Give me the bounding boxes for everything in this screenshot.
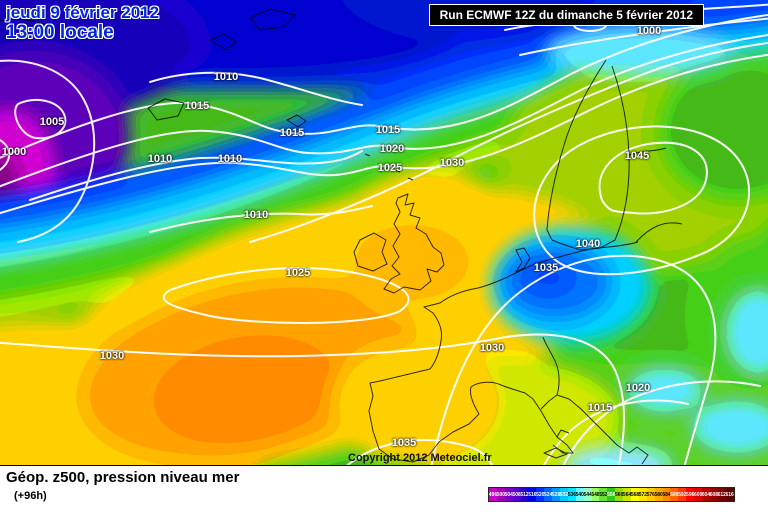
legend-cell: 556 <box>607 488 616 501</box>
legend-cell: 588 <box>670 488 679 501</box>
legend-cell: 564 <box>623 488 632 501</box>
legend-cell: 504 <box>504 488 513 501</box>
forecast-date-block: jeudi 9 février 2012 13:00 locale <box>6 3 159 43</box>
legend-cell: 560 <box>615 488 624 501</box>
legend-cell: 496 <box>489 488 497 501</box>
map-canvas <box>0 0 768 465</box>
legend-scale: 496 500 504 508 512 516 520 524 528 532 536 540 544 5… <box>488 487 735 502</box>
legend-cell: 528 <box>552 488 561 501</box>
legend-cell: 520 <box>536 488 545 501</box>
weather-map[interactable]: 1005 1000 1010 1015 1015 1010 1010 1010 1015 1020… <box>0 0 768 465</box>
legend-cell: 540 <box>575 488 584 501</box>
legend-cell: 568 <box>631 488 639 501</box>
legend-cell: 552 <box>599 488 608 501</box>
coastlines <box>0 8 683 465</box>
map-title: Géop. z500, pression niveau mer <box>6 469 240 486</box>
legend-cell: 536 <box>567 488 576 501</box>
legend-cell: 576 <box>646 488 655 501</box>
legend-cell: 612 <box>717 488 726 501</box>
legend-cell: 592 <box>678 488 687 501</box>
forecast-date: jeudi 9 février 2012 <box>6 3 160 22</box>
legend-cell: 616 <box>725 488 734 501</box>
copyright-text: Copyright 2012 Meteociel.fr <box>348 452 492 464</box>
legend-cell: 512 <box>520 488 529 501</box>
legend-cell: 508 <box>512 488 521 501</box>
legend-cell: 580 <box>654 488 663 501</box>
legend-cell: 524 <box>544 488 553 501</box>
forecast-local-time: 13:00 locale <box>6 22 114 44</box>
legend-cell: 608 <box>709 488 718 501</box>
legend-cell: 500 <box>496 488 505 501</box>
legend-cell: 572 <box>638 488 647 501</box>
legend-cell: 600 <box>694 488 703 501</box>
legend-cell: 604 <box>702 488 710 501</box>
legend-cell: 532 <box>560 488 568 501</box>
legend-cell: 596 <box>686 488 695 501</box>
model-run-info: Run ECMWF 12Z du dimanche 5 février 2012 <box>428 4 704 26</box>
legend-cell: 548 <box>591 488 600 501</box>
forecast-lead-time: (+96h) <box>14 490 47 502</box>
legend-cell: 516 <box>528 488 537 501</box>
legend-cell: 544 <box>583 488 592 501</box>
legend-cell: 584 <box>662 488 671 501</box>
bottom-bar: Géop. z500, pression niveau mer (+96h) 4… <box>0 465 768 512</box>
